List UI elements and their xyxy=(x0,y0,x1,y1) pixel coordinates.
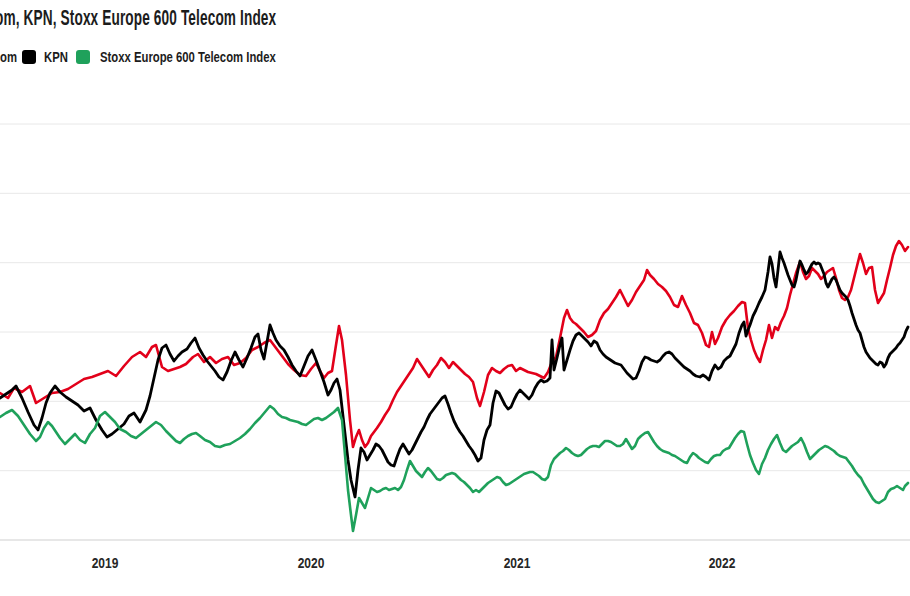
x-tick-label-2022: 2022 xyxy=(698,554,746,571)
chart-legend: om KPN Stoxx Europe 600 Telecom Index xyxy=(0,0,910,70)
legend-label-om-partial: om xyxy=(0,50,17,65)
legend-swatch-kpn xyxy=(22,50,36,64)
legend-label-stoxx: Stoxx Europe 600 Telecom Index xyxy=(100,50,276,65)
x-tick-label-2019: 2019 xyxy=(81,554,129,571)
x-tick-label-2020: 2020 xyxy=(287,554,335,571)
performance-line-chart xyxy=(0,0,910,596)
line-black-series-kpn xyxy=(0,252,908,497)
chart-page: { "title": "om, KPN, Stoxx Europe 600 Te… xyxy=(0,0,910,596)
x-tick-label-2021: 2021 xyxy=(493,554,541,571)
legend-swatch-stoxx xyxy=(76,50,90,64)
line-green-series-stoxx xyxy=(0,406,908,531)
legend-label-kpn: KPN xyxy=(44,50,68,65)
